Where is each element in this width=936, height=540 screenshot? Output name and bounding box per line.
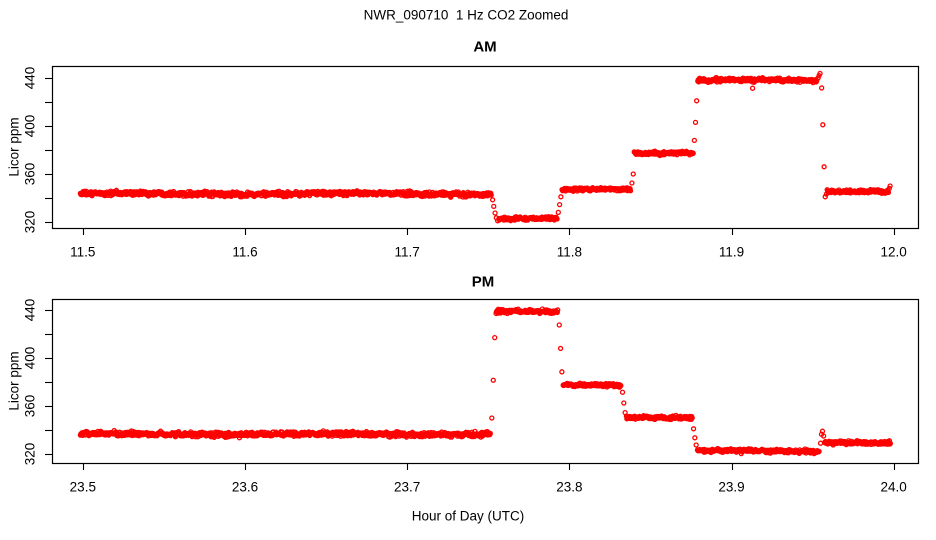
y-axis-label-pm: Licor ppm (6, 351, 22, 411)
x-tick-label: 23.9 (718, 479, 745, 495)
x-tick-label: 12.0 (880, 244, 907, 260)
panel-title-pm: PM (471, 273, 495, 291)
y-axis-label-am: Licor ppm (6, 117, 22, 177)
x-tick-label: 11.7 (394, 244, 420, 260)
x-tick-label: 23.7 (394, 479, 421, 495)
panel-title-am: AM (473, 38, 497, 56)
y-tick-label: 400 (22, 114, 38, 138)
x-tick-label: 11.5 (70, 244, 96, 260)
y-tick-label: 360 (22, 162, 38, 186)
y-tick-label: 360 (22, 394, 38, 418)
x-axis-label: Hour of Day (UTC) (411, 508, 525, 524)
y-tick-label: 320 (22, 210, 38, 234)
y-tick-label: 320 (22, 442, 38, 466)
x-tick-label: 11.9 (718, 244, 745, 260)
y-tick-label: 440 (22, 66, 38, 90)
x-tick-label: 23.6 (231, 479, 259, 495)
y-tick-label: 400 (22, 346, 38, 370)
x-tick-label: 23.8 (556, 479, 583, 495)
y-tick-label: 440 (22, 298, 38, 322)
x-tick-label: 24.0 (880, 479, 907, 495)
figure-title: NWR_090710 1 Hz CO2 Zoomed (363, 7, 569, 23)
x-tick-label: 11.6 (232, 244, 258, 260)
x-tick-label: 23.5 (69, 479, 96, 495)
x-tick-label: 11.8 (556, 244, 582, 260)
